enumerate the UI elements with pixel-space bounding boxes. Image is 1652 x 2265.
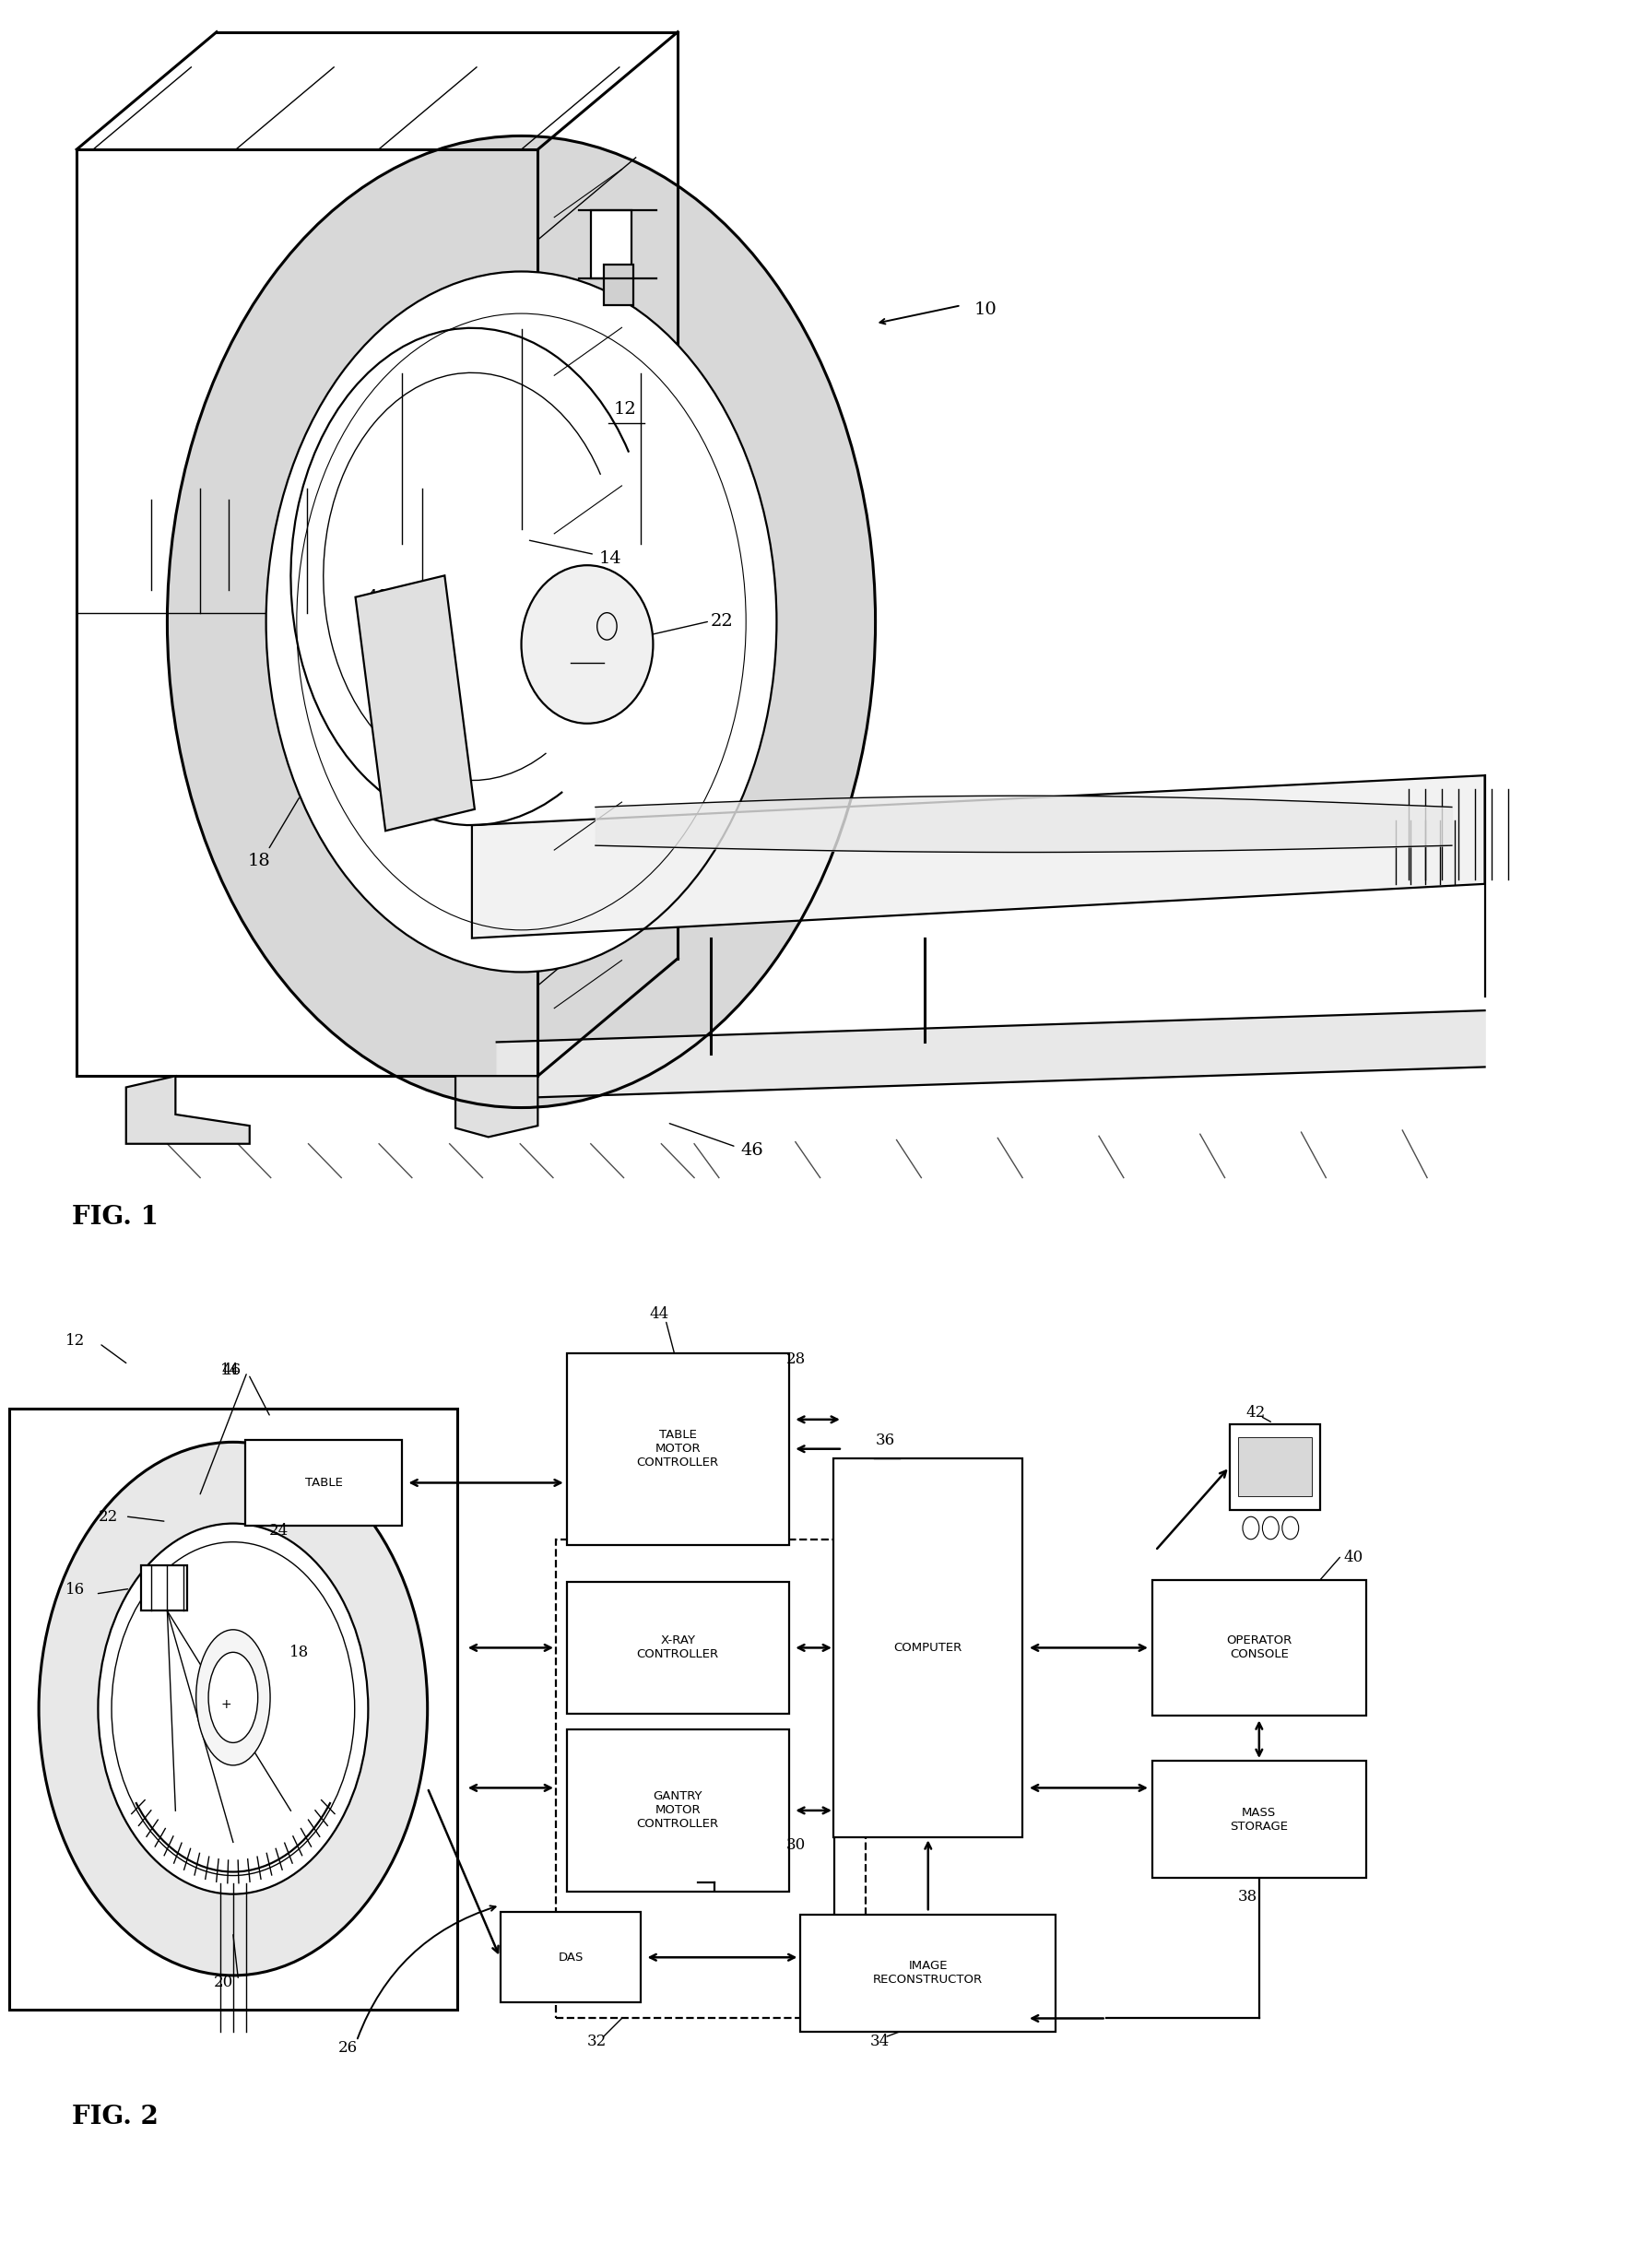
Text: FIG. 2: FIG. 2 [71, 2104, 159, 2129]
Ellipse shape [167, 136, 876, 1108]
Bar [557, 1540, 866, 2018]
Bar [140, 1565, 187, 1610]
Text: 12: 12 [64, 1332, 84, 1348]
Text: 30: 30 [786, 1837, 806, 1853]
Bar [246, 1441, 401, 1527]
Text: X-RAY
CONTROLLER: X-RAY CONTROLLER [636, 1635, 719, 1660]
Text: 14: 14 [220, 1361, 240, 1377]
Text: 40: 40 [1343, 1549, 1363, 1565]
Bar [567, 1583, 790, 1712]
Text: 34: 34 [871, 2034, 890, 2050]
Text: 28: 28 [786, 1350, 806, 1366]
Ellipse shape [266, 272, 776, 972]
Text: 10: 10 [975, 301, 998, 317]
Text: 46: 46 [221, 1361, 241, 1377]
Text: 26: 26 [339, 2041, 358, 2057]
Text: 18: 18 [289, 1644, 309, 1660]
Circle shape [1242, 1518, 1259, 1540]
Text: COMPUTER: COMPUTER [894, 1642, 963, 1653]
Bar [501, 1912, 641, 2002]
Text: TABLE: TABLE [306, 1477, 342, 1488]
Ellipse shape [112, 1542, 355, 1875]
Text: MASS
STORAGE: MASS STORAGE [1231, 1807, 1289, 1832]
Text: 46: 46 [740, 1142, 763, 1160]
Ellipse shape [197, 1631, 271, 1764]
Ellipse shape [522, 566, 653, 723]
Text: 38: 38 [1237, 1889, 1257, 1905]
Text: TABLE
MOTOR
CONTROLLER: TABLE MOTOR CONTROLLER [636, 1429, 719, 1468]
Text: 22: 22 [710, 614, 733, 630]
Text: +: + [221, 1699, 231, 1710]
Bar [1229, 1425, 1320, 1511]
Ellipse shape [38, 1443, 428, 1975]
Text: 42: 42 [1246, 1404, 1265, 1420]
Bar [10, 1409, 458, 2009]
Bar [355, 575, 474, 831]
Text: DAS: DAS [558, 1952, 583, 1964]
Bar [603, 265, 633, 306]
Polygon shape [456, 1076, 539, 1137]
Text: 22: 22 [97, 1508, 117, 1524]
Bar [801, 1914, 1056, 2032]
Bar [1151, 1581, 1366, 1715]
Text: IMAGE
RECONSTRUCTOR: IMAGE RECONSTRUCTOR [874, 1959, 983, 1986]
Text: 14: 14 [598, 550, 621, 566]
Bar [567, 1352, 790, 1545]
Text: 12: 12 [613, 401, 636, 417]
Text: 24: 24 [269, 1522, 289, 1538]
Bar [567, 1728, 790, 1891]
Text: 18: 18 [248, 854, 271, 870]
Text: 20: 20 [213, 1975, 233, 1991]
Text: FIG. 1: FIG. 1 [71, 1205, 159, 1230]
Bar [833, 1459, 1023, 1837]
Ellipse shape [97, 1524, 368, 1894]
Text: 48: 48 [367, 589, 390, 605]
Text: 44: 44 [649, 1307, 669, 1320]
Text: 16: 16 [64, 1581, 84, 1597]
Polygon shape [472, 775, 1485, 938]
Text: OPERATOR
CONSOLE: OPERATOR CONSOLE [1226, 1635, 1292, 1660]
Text: 36: 36 [876, 1431, 895, 1447]
Text: 32: 32 [586, 2034, 606, 2050]
Text: GANTRY
MOTOR
CONTROLLER: GANTRY MOTOR CONTROLLER [636, 1792, 719, 1830]
Polygon shape [126, 1076, 249, 1144]
Bar [1151, 1760, 1366, 1878]
Circle shape [1262, 1518, 1279, 1540]
Circle shape [1282, 1518, 1298, 1540]
Ellipse shape [208, 1651, 258, 1742]
Bar [1237, 1438, 1312, 1497]
Bar [590, 211, 631, 279]
